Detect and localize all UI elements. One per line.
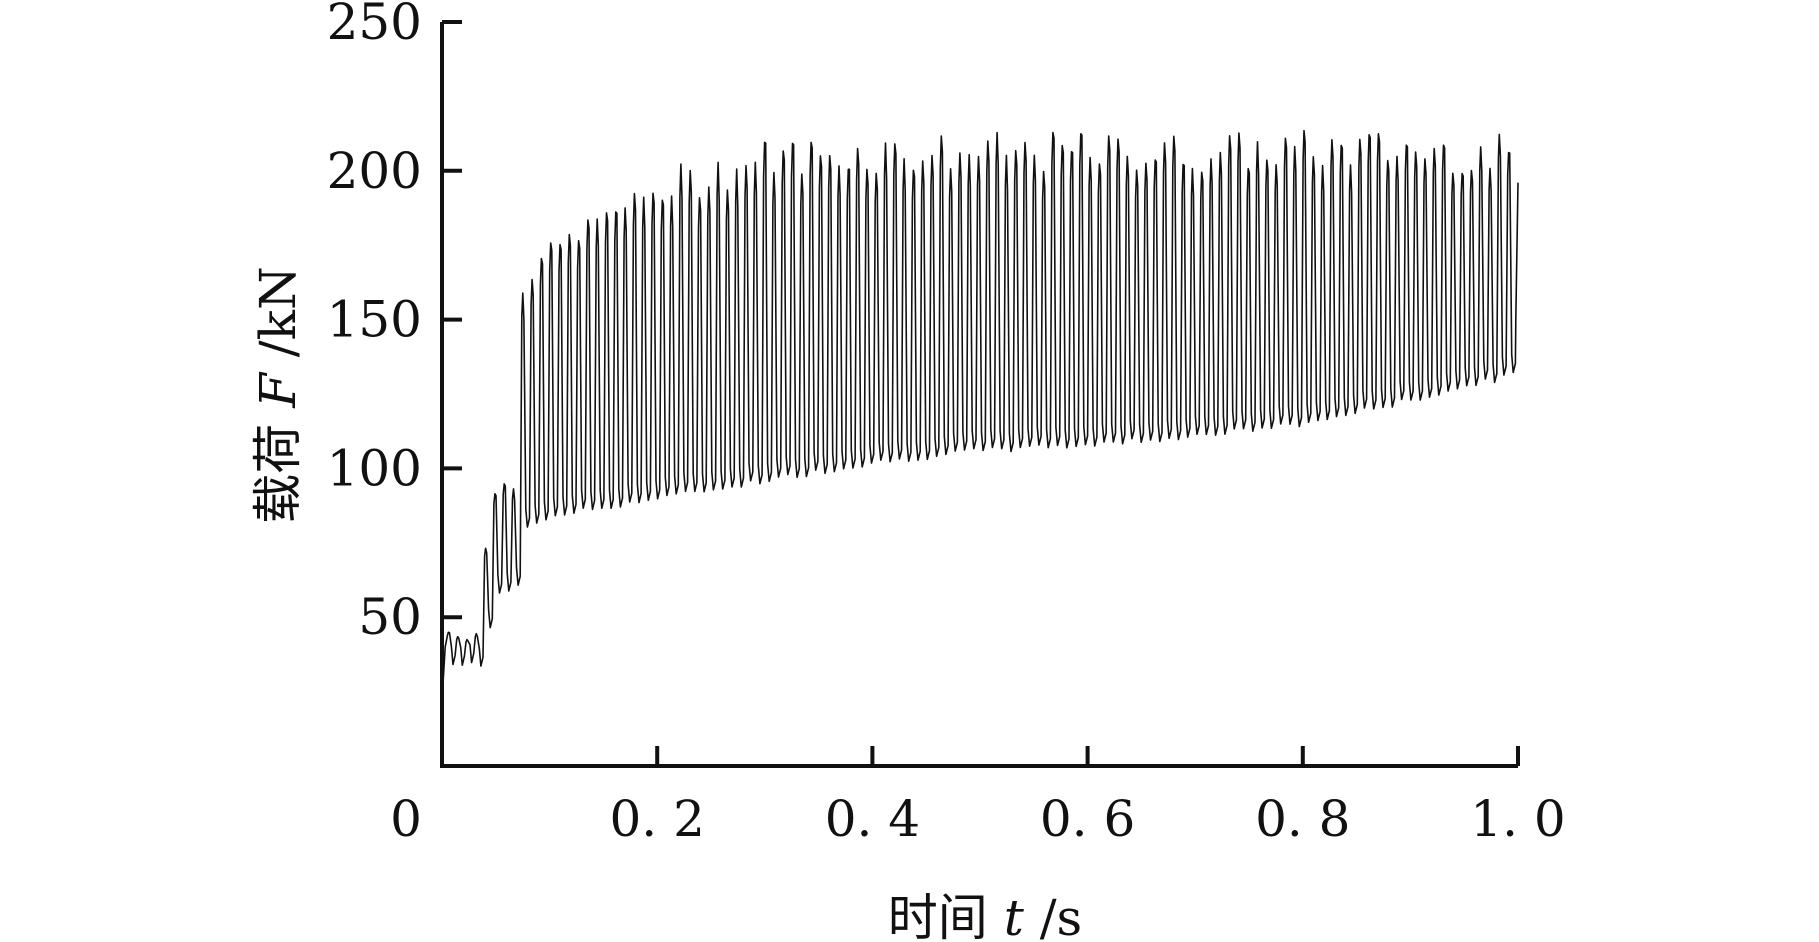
y-tick-label: 50	[358, 588, 422, 646]
axis-tick-labels: 50 100 150 200 250 0 0. 2 0. 4 0. 6 0. 8 1. 0	[327, 0, 1566, 848]
x-tick-label: 0. 2	[609, 790, 704, 848]
y-axis-title: 载荷 F /kN	[249, 266, 307, 523]
x-tick-label: 1. 0	[1470, 790, 1565, 848]
x-axis-title: 时间 t /s	[888, 889, 1082, 942]
y-tick-label: 250	[327, 0, 422, 51]
y-tick-label: 100	[327, 439, 422, 497]
x-tick-label: 0. 6	[1040, 790, 1135, 848]
x-tick-label: 0. 8	[1255, 790, 1350, 848]
y-tick-label: 150	[327, 291, 422, 349]
load-series-line	[441, 129, 1519, 766]
x-tick-label: 0. 4	[825, 790, 920, 848]
axis-ticks	[442, 20, 1520, 766]
x-tick-label: 0	[390, 790, 422, 848]
y-tick-label: 200	[327, 142, 422, 200]
